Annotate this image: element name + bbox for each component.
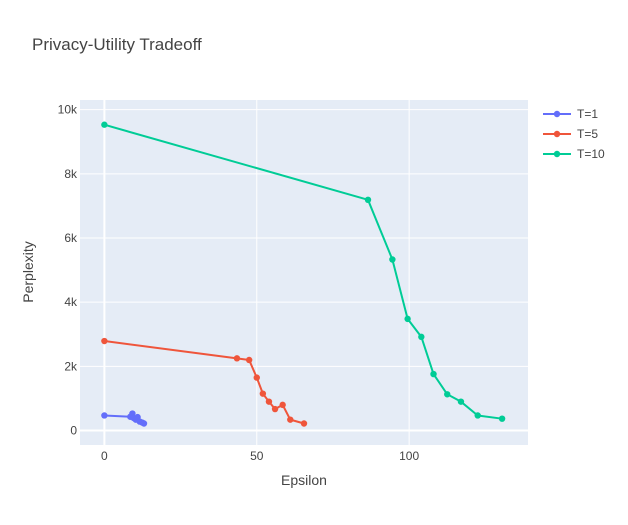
- data-point: [253, 374, 260, 381]
- data-point: [474, 412, 481, 419]
- data-point: [233, 355, 241, 362]
- y-tick-label: 6k: [64, 231, 78, 245]
- data-point: [364, 196, 372, 204]
- data-point: [259, 390, 267, 397]
- data-point: [418, 333, 425, 341]
- x-axis-label: Epsilon: [281, 472, 327, 488]
- data-point: [245, 356, 253, 364]
- legend-marker: [553, 110, 561, 118]
- series-line: [104, 340, 305, 425]
- data-point: [101, 121, 108, 128]
- data-point: [389, 256, 396, 263]
- plot-background: [80, 100, 528, 445]
- data-point: [287, 416, 294, 423]
- series-line: [104, 123, 503, 420]
- chart-title: Privacy-Utility Tradeoff: [32, 35, 202, 54]
- legend-label: T=5: [577, 127, 598, 141]
- legend-label: T=1: [577, 107, 598, 121]
- y-tick-label: 10k: [58, 103, 78, 117]
- tick-labels: 0 50 100 0 2k 4k 6k 8k 10k: [58, 103, 420, 463]
- legend: T=1 T=5 T=10: [543, 107, 605, 161]
- legend-label: T=10: [577, 147, 605, 161]
- legend-marker: [553, 150, 561, 158]
- y-tick-label: 0: [70, 424, 77, 438]
- y-axis-label: Perplexity: [20, 241, 36, 302]
- data-point: [140, 420, 148, 427]
- data-point: [271, 405, 279, 413]
- data-point: [498, 415, 506, 422]
- x-tick-label: 100: [399, 449, 419, 463]
- data-point: [430, 370, 437, 378]
- grid: [80, 100, 528, 445]
- y-tick-label: 4k: [64, 295, 78, 309]
- data-point: [404, 315, 411, 323]
- data-point: [101, 337, 108, 345]
- data-point: [101, 412, 108, 419]
- x-tick-label: 0: [101, 449, 108, 463]
- data-point: [265, 398, 273, 405]
- y-tick-label: 2k: [64, 359, 78, 373]
- legend-marker: [553, 130, 561, 138]
- data-point: [279, 401, 286, 409]
- x-tick-label: 50: [250, 449, 264, 463]
- series-layer: [101, 121, 506, 427]
- data-point: [300, 420, 308, 427]
- y-tick-label: 8k: [64, 167, 78, 181]
- data-point: [457, 398, 465, 405]
- data-point: [444, 391, 451, 398]
